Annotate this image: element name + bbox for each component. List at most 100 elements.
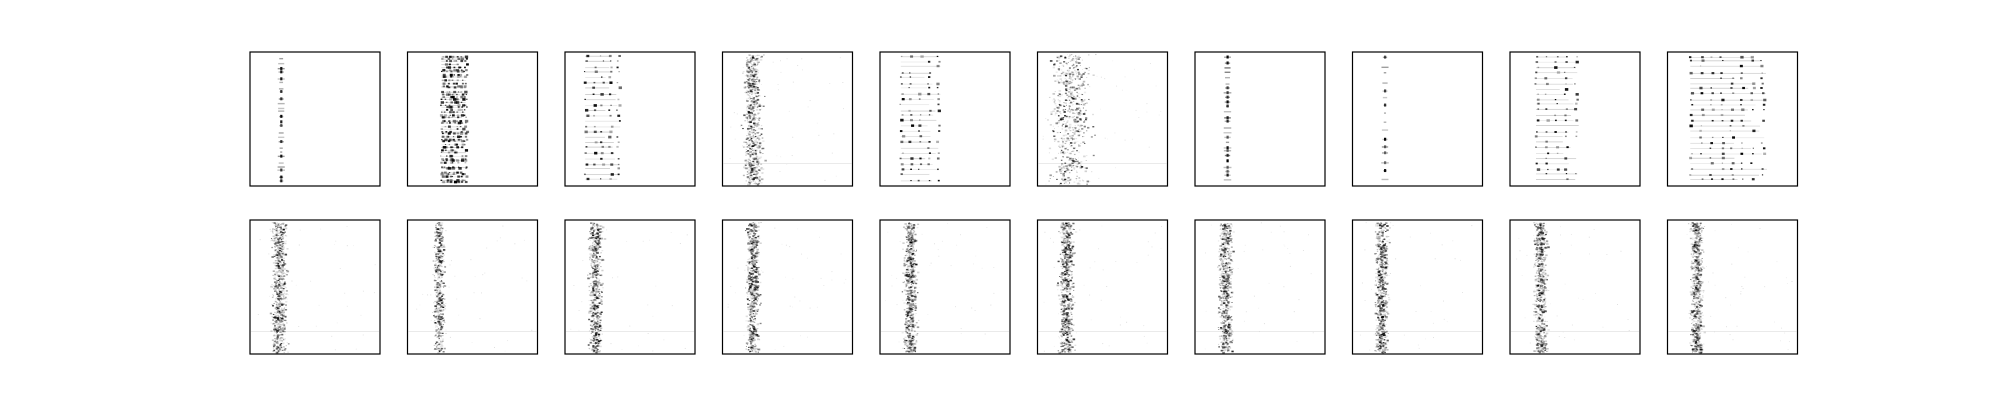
heat-cell — [749, 69, 753, 72]
heat-cell — [277, 239, 279, 240]
heat-cell — [760, 168, 762, 170]
heat-cell — [438, 337, 440, 339]
heat-cell — [791, 155, 793, 157]
heat-cell — [280, 320, 283, 322]
heat-cell — [749, 84, 753, 87]
heat-cell — [1058, 95, 1062, 98]
heat-cell — [749, 82, 752, 85]
heat-cell — [284, 309, 288, 311]
heat-cell — [331, 335, 333, 337]
heat-cell — [591, 229, 593, 230]
heat-cell — [758, 59, 760, 61]
heat-cell — [919, 163, 923, 166]
heat-cell — [1078, 73, 1081, 75]
heat-cell — [274, 250, 277, 252]
heat-cell — [442, 304, 445, 306]
heat-cell — [1076, 91, 1078, 93]
heat-cell — [271, 316, 273, 318]
heat-cell — [276, 344, 279, 346]
heat-cell — [1762, 92, 1765, 95]
heat-cell — [590, 227, 593, 229]
heat-cell — [751, 306, 753, 308]
heat-cell — [900, 87, 928, 89]
heat-cell — [435, 301, 439, 304]
heat-cell — [439, 289, 441, 291]
heat-cell — [748, 164, 751, 167]
heat-cell — [446, 173, 450, 176]
heat-cell — [928, 140, 931, 143]
heat-cell — [752, 115, 756, 118]
heat-cell — [274, 246, 276, 248]
heat-cell — [275, 241, 278, 244]
heat-cell — [272, 286, 274, 288]
heat-cell — [752, 259, 756, 262]
heat-cell — [436, 230, 439, 232]
heat-cell — [282, 310, 285, 313]
heat-cell — [276, 346, 279, 348]
heat-cell — [437, 304, 439, 306]
heat-cell — [758, 105, 761, 107]
heat-cell — [749, 165, 753, 168]
heat-cell — [465, 58, 468, 60]
heat-cell — [442, 351, 445, 353]
heat-cell — [647, 304, 649, 306]
heat-cell — [275, 255, 277, 257]
heat-cell — [753, 290, 756, 292]
heat-cell — [1075, 61, 1079, 64]
heat-cell — [280, 297, 283, 299]
heat-cell — [445, 175, 449, 178]
heat-cell — [272, 350, 275, 352]
heat-cell — [598, 334, 600, 336]
heat-cell — [750, 225, 753, 227]
heat-cell — [440, 332, 442, 334]
heat-cell — [274, 290, 276, 292]
heat-cell — [752, 346, 754, 348]
heat-cell — [276, 340, 279, 342]
heat-cell — [593, 280, 596, 283]
heat-cell — [282, 232, 285, 234]
heat-cell — [459, 85, 463, 88]
heat-cell — [754, 312, 757, 314]
heat-cell — [444, 98, 447, 100]
heat-cell — [595, 332, 598, 334]
heat-cell — [792, 81, 794, 83]
heat-cell — [750, 176, 753, 178]
heat-cell — [592, 250, 594, 252]
heat-cell — [750, 171, 754, 173]
heat-cell — [754, 105, 756, 107]
heat-cell — [750, 100, 753, 102]
heat-cell — [283, 349, 286, 351]
heat-cell — [275, 262, 277, 264]
heat-cell — [601, 333, 603, 335]
heat-cell — [439, 225, 442, 228]
heat-cell — [588, 310, 590, 312]
heat-cell — [278, 275, 280, 278]
heat-cell — [1042, 138, 1044, 140]
heat-cell — [1536, 56, 1568, 58]
heat-cell — [1057, 81, 1061, 84]
heat-cell — [272, 293, 274, 296]
heat-cell — [591, 227, 594, 229]
heat-cell — [1226, 104, 1229, 108]
heat-cell — [910, 163, 914, 166]
heat-cell — [282, 272, 285, 274]
heat-cell — [282, 264, 285, 266]
heat-cell — [465, 93, 468, 96]
heat-cell — [751, 307, 753, 309]
heat-cell — [280, 224, 282, 226]
heat-cell — [750, 70, 753, 73]
heat-cell — [440, 346, 443, 349]
heat-cell — [1060, 81, 1063, 84]
heat-cell — [277, 259, 280, 261]
heat-cell — [754, 140, 756, 142]
heat-cell — [746, 278, 750, 281]
heat-cell — [751, 340, 755, 343]
heat-cell — [1226, 119, 1229, 123]
heat-cell — [754, 226, 758, 229]
heat-cell — [594, 322, 597, 325]
heat-cell — [1149, 63, 1151, 65]
heat-cell — [279, 282, 281, 284]
heat-cell — [1071, 59, 1075, 62]
heat-cell — [441, 323, 443, 325]
heat-cell — [435, 329, 438, 331]
